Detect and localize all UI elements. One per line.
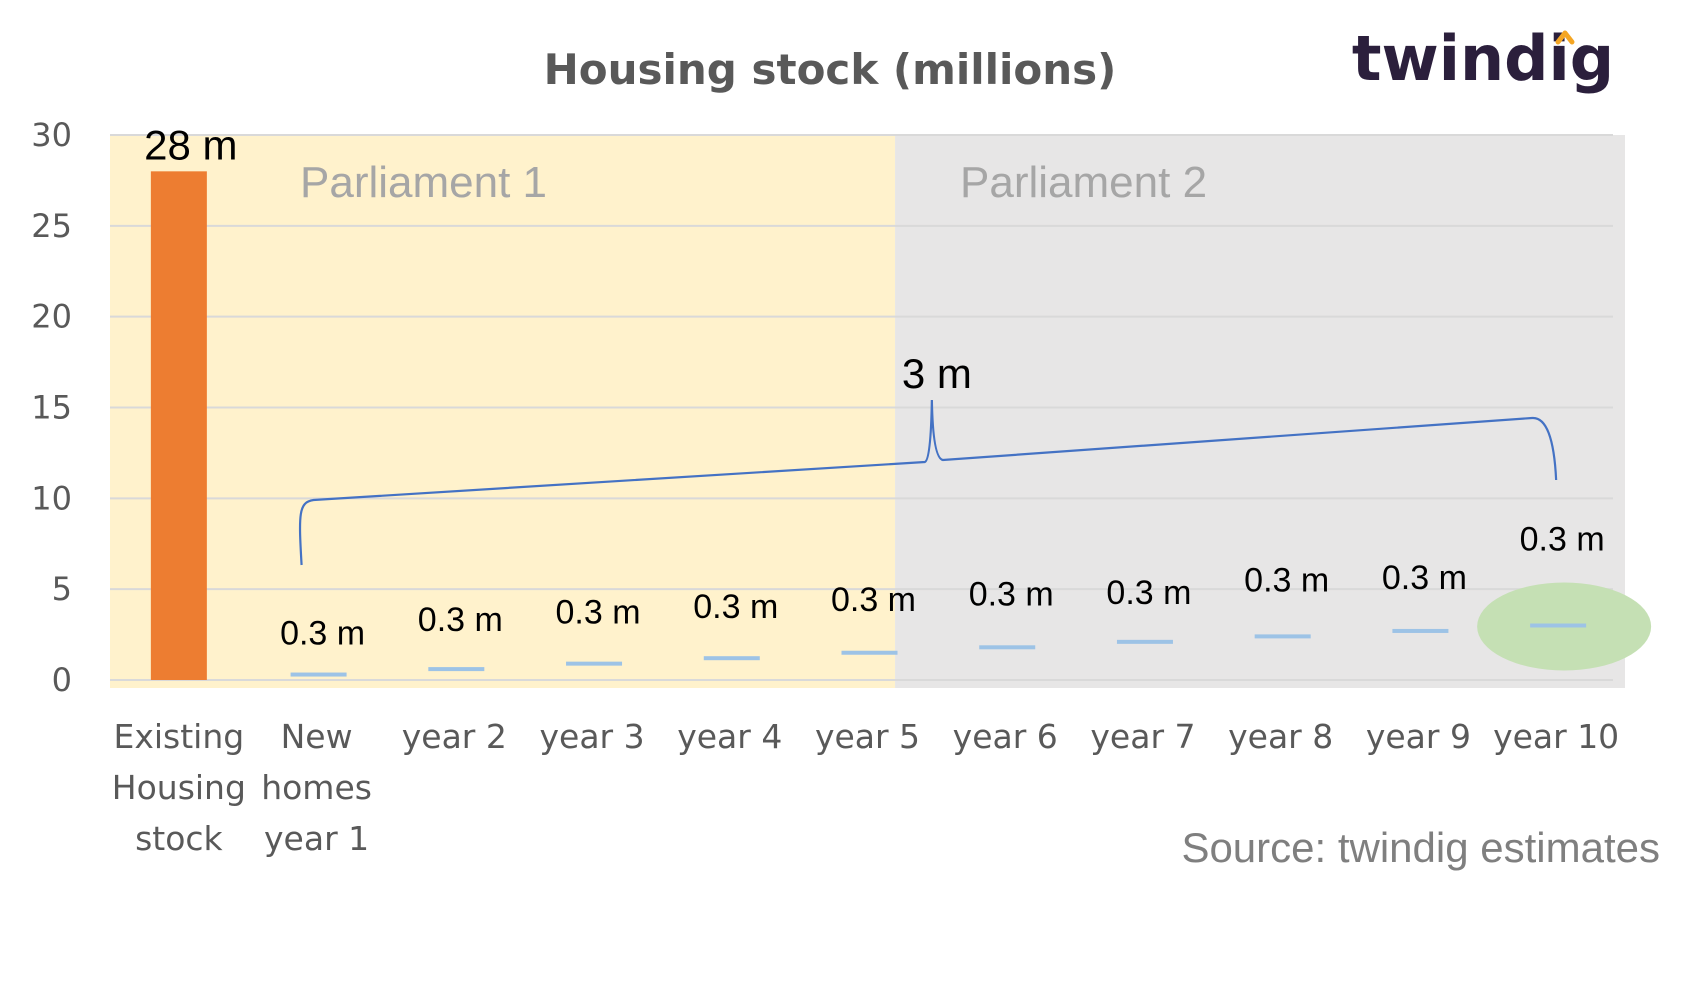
data-label: 0.3 m [831, 581, 916, 619]
x-tick-label: year 4 [677, 717, 782, 756]
x-tick-label-line: year 4 [677, 717, 782, 756]
bar-new-homes-6 [979, 645, 1036, 650]
twindig-logo: twindig [1352, 22, 1614, 95]
x-tick-label-line: year 6 [953, 717, 1058, 756]
x-tick-label: year 9 [1366, 717, 1471, 756]
x-tick-label-line: year 10 [1493, 717, 1619, 756]
bracket-new-homes [298, 399, 1558, 566]
bar-new-homes-2 [428, 667, 485, 672]
data-label: 0.3 m [556, 594, 641, 632]
x-tick-label-line: stock [135, 819, 223, 858]
region-label-2: Parliament 2 [960, 158, 1207, 207]
x-tick-label-line: year 2 [402, 717, 507, 756]
x-tick-label: year 5 [815, 717, 920, 756]
x-tick-label-line: homes [261, 768, 372, 807]
bar-new-homes-1 [290, 672, 347, 677]
y-tick-label: 20 [31, 298, 72, 336]
x-tick-label: year 8 [1228, 717, 1333, 756]
x-tick-label-line: year 3 [539, 717, 644, 756]
x-tick-label-line: New [281, 717, 353, 756]
data-label: 0.3 m [280, 615, 365, 653]
source-note: Source: twindig estimates [1181, 824, 1660, 871]
x-tick-label: Existing Housing stock [112, 717, 246, 858]
x-tick-label: year 7 [1090, 717, 1195, 756]
region-label-1: Parliament 1 [300, 158, 547, 207]
data-label: 0.3 m [1244, 561, 1329, 599]
x-tick-label-line: Housing [112, 768, 246, 807]
bar-existing-housing-stock [150, 171, 207, 681]
x-tick-label: year 3 [539, 717, 644, 756]
x-tick-label: New homes year 1 [261, 717, 372, 858]
y-tick-label: 15 [31, 389, 72, 427]
x-tick-label: year 10 [1493, 717, 1619, 756]
bar-new-homes-3 [566, 661, 623, 666]
y-tick-label: 25 [31, 207, 72, 245]
logo-roof-accent [1555, 30, 1575, 45]
x-tick-label-line: year 8 [1228, 717, 1333, 756]
region-band-1 [110, 135, 896, 688]
x-tick-label-line: year 7 [1090, 717, 1195, 756]
data-label: 0.3 m [1382, 559, 1467, 597]
y-tick-label: 0 [52, 661, 72, 699]
data-label: 0.3 m [693, 588, 778, 626]
y-tick-label: 5 [52, 570, 72, 608]
data-label: 28 m [144, 121, 237, 168]
chart-title: Housing stock (millions) [544, 45, 1117, 94]
bar-new-homes-8 [1254, 634, 1311, 639]
x-tick-label-line: year 5 [815, 717, 920, 756]
bar-new-homes-9 [1392, 628, 1449, 633]
bar-new-homes-7 [1116, 639, 1173, 644]
x-tick-label-line: Existing [114, 717, 245, 756]
x-tick-label-line: year 9 [1366, 717, 1471, 756]
bar-new-homes-4 [703, 656, 760, 661]
bar-new-homes-10 [1530, 623, 1587, 628]
data-label: 0.3 m [1106, 574, 1191, 612]
bracket-label: 3 m [902, 350, 972, 397]
x-tick-label: year 2 [402, 717, 507, 756]
x-tick-label-line: year 1 [264, 819, 369, 858]
data-label: 0.3 m [418, 601, 503, 639]
data-label: 0.3 m [969, 575, 1054, 613]
data-label: 0.3 m [1520, 521, 1605, 559]
y-tick-label: 10 [31, 479, 72, 517]
logo-text: twindig [1352, 22, 1614, 95]
x-tick-label: year 6 [953, 717, 1058, 756]
bar-new-homes-5 [841, 650, 898, 655]
y-tick-label: 30 [31, 116, 72, 154]
